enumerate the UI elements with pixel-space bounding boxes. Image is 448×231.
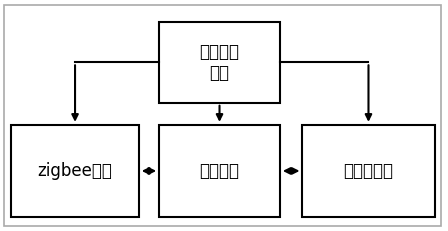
Bar (11, 125, 139, 217)
Text: zigbee模块: zigbee模块 (38, 162, 112, 180)
Bar (159, 125, 280, 217)
Text: 电池供电
模块: 电池供电 模块 (199, 43, 240, 82)
Text: 温度传感器: 温度传感器 (344, 162, 393, 180)
Bar (302, 125, 435, 217)
Bar (159, 22, 280, 103)
Text: 处理模块: 处理模块 (199, 162, 240, 180)
